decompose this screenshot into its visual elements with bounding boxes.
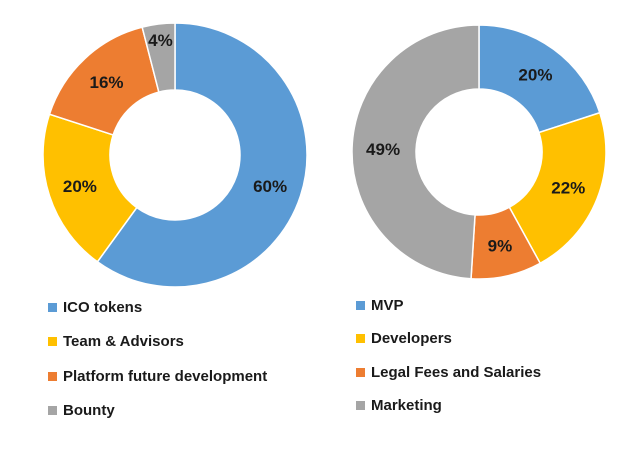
slice-marketing (351, 24, 480, 280)
legend-swatch (356, 301, 365, 310)
legend-label: MVP (371, 297, 404, 314)
legend-item-ico-tokens: ICO tokens (48, 299, 142, 316)
legend-swatch (48, 303, 57, 312)
slice-ico-tokens (96, 22, 308, 288)
slice-bounty (141, 22, 176, 93)
legend-item-developers: Developers (356, 330, 452, 347)
legend-label: Marketing (371, 397, 442, 414)
legend-item-team-advisors: Team & Advisors (48, 333, 184, 350)
legend-label: Developers (371, 330, 452, 347)
data-label-developers: 22% (551, 178, 585, 197)
data-label-marketing: 49% (366, 140, 400, 159)
legend-label: ICO tokens (63, 299, 143, 316)
legend-swatch (356, 368, 365, 377)
slice-mvp (478, 24, 601, 134)
slice-team-and-advisors (42, 113, 138, 263)
legend-label: Legal Fees and Salaries (371, 364, 542, 381)
legend-label: Platform future development (63, 368, 268, 385)
legend-swatch (356, 334, 365, 343)
legend-item-platform-future-development: Platform future development (48, 368, 267, 385)
legend-label: Team & Advisors (63, 333, 184, 350)
legend-item-bounty: Bounty (48, 402, 115, 419)
legend-item-mvp: MVP (356, 297, 404, 314)
data-label-mvp: 20% (518, 65, 552, 84)
data-label-team-and-advisors: 20% (63, 177, 97, 196)
slice-developers (508, 111, 607, 265)
legend-swatch (48, 406, 57, 415)
legend-swatch (48, 337, 57, 346)
data-label-bounty: 4% (148, 31, 173, 50)
data-label-legal-fees-and-salaries: 9% (488, 237, 513, 256)
legend-label: Bounty (63, 402, 115, 419)
data-label-ico-tokens: 60% (253, 177, 287, 196)
legend-item-marketing: Marketing (356, 397, 442, 414)
data-label-platform-future-development: 16% (90, 73, 124, 92)
legend-swatch (356, 401, 365, 410)
legend-swatch (48, 372, 57, 381)
legend-item-legal-fees-and-salaries: Legal Fees and Salaries (356, 364, 541, 381)
